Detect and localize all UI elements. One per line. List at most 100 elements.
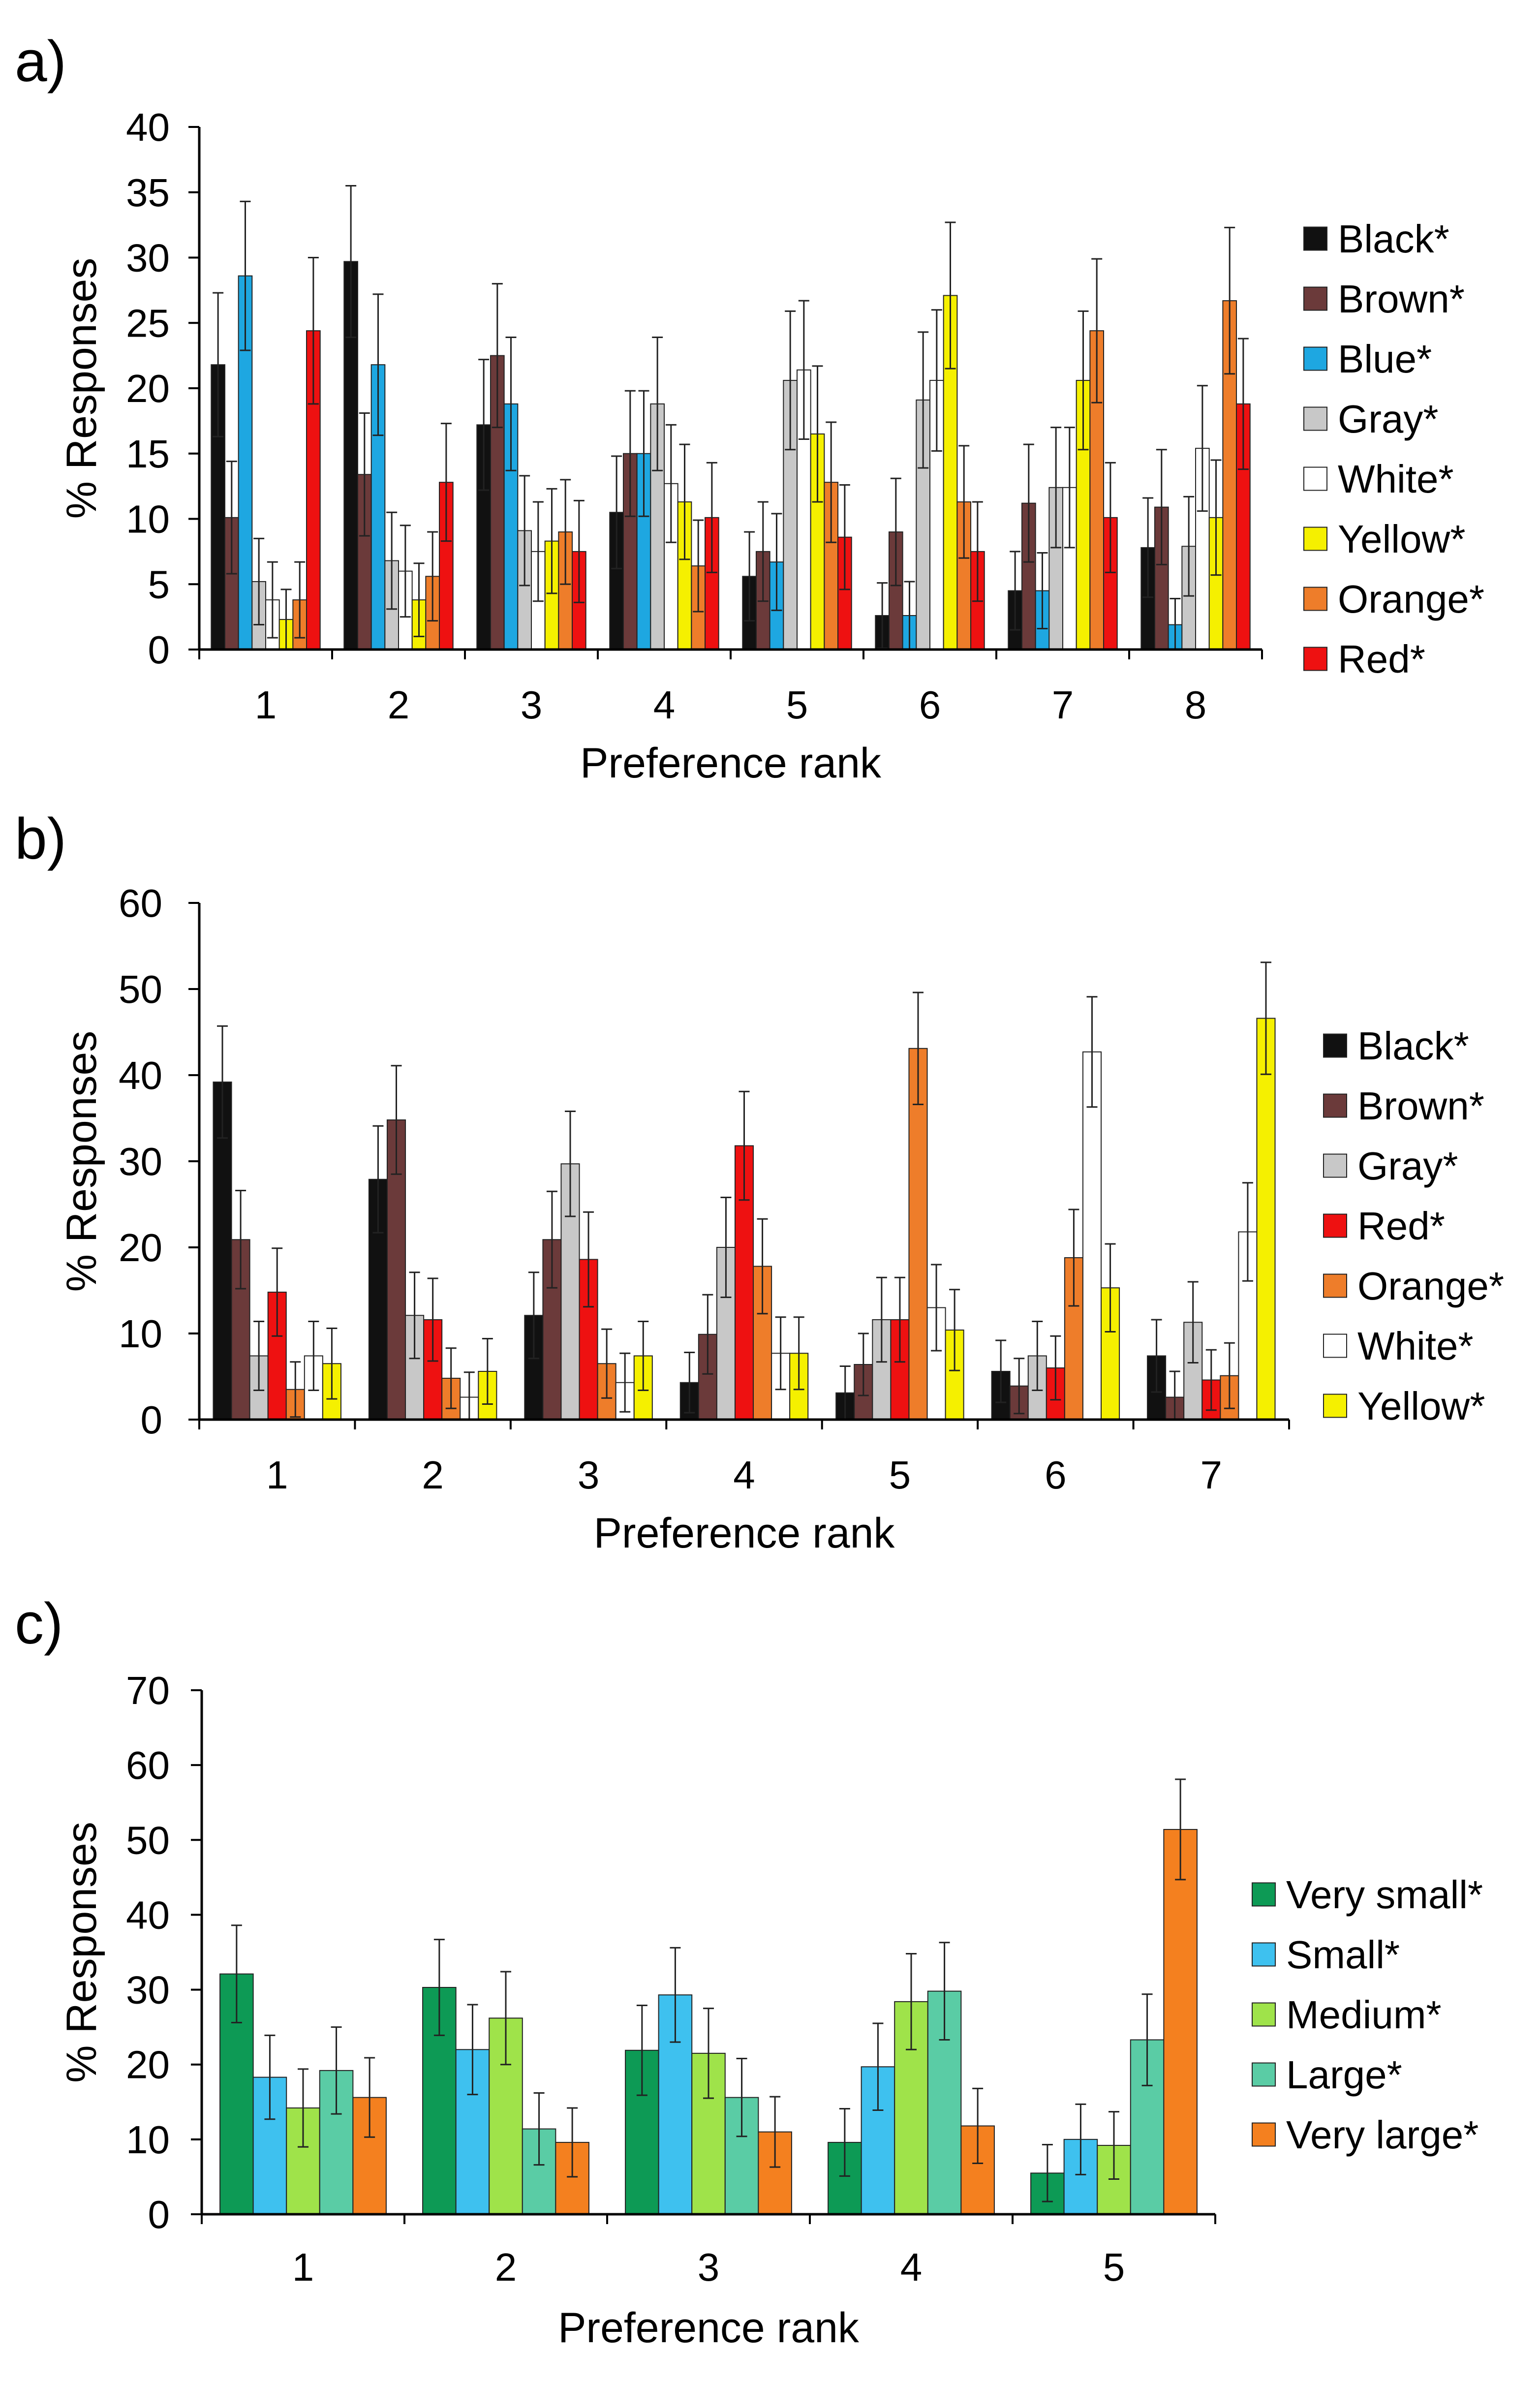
panel-label: a)	[15, 29, 66, 94]
legend-swatch	[1303, 226, 1327, 251]
y-tick-label: 5	[148, 562, 170, 606]
legend-label: White*	[1338, 457, 1454, 501]
error-bar	[1151, 1319, 1162, 1393]
error-bar	[798, 300, 809, 440]
error-bar	[1141, 1993, 1153, 2086]
error-bar	[427, 1277, 438, 1362]
error-bar	[1237, 338, 1249, 470]
error-bar	[440, 423, 452, 542]
error-bar	[433, 1939, 445, 2036]
y-tick-label: 20	[119, 1226, 162, 1270]
error-bar	[567, 2107, 578, 2178]
legend-swatch	[1303, 647, 1327, 671]
legend-swatch	[1323, 1213, 1347, 1238]
error-bar	[217, 1025, 228, 1139]
error-bar	[294, 561, 306, 639]
error-bar	[858, 1332, 869, 1396]
error-bar	[972, 2087, 984, 2165]
error-bar	[298, 2068, 308, 2148]
legend-swatch	[1252, 2062, 1276, 2087]
error-bar	[1187, 1281, 1199, 1363]
error-bar	[573, 499, 585, 603]
legend-swatch	[1252, 1942, 1276, 1967]
y-tick-label: 30	[119, 1140, 162, 1183]
error-bar	[876, 1276, 887, 1363]
error-bar	[1037, 552, 1048, 630]
bar-yellow-rank-7	[1256, 1018, 1276, 1420]
legend-swatch	[1303, 466, 1327, 491]
legend-label: Very small*	[1286, 1873, 1483, 1917]
bar-very-large-rank-5	[1163, 1828, 1198, 2215]
legend-swatch	[1323, 1394, 1347, 1418]
y-tick-label: 70	[126, 1669, 170, 1712]
x-tick-label: 4	[653, 683, 676, 727]
error-bar	[601, 1328, 613, 1399]
x-tick-label: 8	[1185, 683, 1207, 727]
x-tick-label: 2	[495, 2245, 517, 2289]
error-bar	[308, 257, 319, 405]
error-bar	[532, 501, 544, 602]
error-bar	[1224, 226, 1235, 375]
error-bar	[1183, 496, 1195, 597]
error-bar	[1014, 1358, 1025, 1415]
panel-label: b)	[15, 806, 66, 871]
legend-swatch	[1303, 286, 1327, 311]
error-bar	[326, 1328, 338, 1400]
legend: Black* Brown* Gray* Red* Orange* White* Yellow…	[1323, 1024, 1504, 1428]
error-bar	[1032, 1321, 1043, 1391]
legend-swatch	[1323, 1273, 1347, 1298]
error-bar	[785, 310, 796, 451]
legend-label: Blue*	[1338, 337, 1432, 381]
bar-orange-rank-5	[908, 1048, 928, 1420]
error-bar	[372, 1125, 384, 1234]
error-bar	[1197, 385, 1208, 512]
error-bar	[1156, 449, 1167, 565]
error-bar	[931, 1264, 942, 1352]
y-tick-label: 40	[126, 1893, 170, 1937]
x-tick-label: 2	[388, 683, 410, 727]
error-bar	[213, 292, 224, 437]
error-bar	[624, 390, 636, 517]
error-bar	[1091, 258, 1103, 403]
legend-label: Yellow*	[1338, 517, 1465, 561]
legend-swatch	[1323, 1033, 1347, 1058]
y-tick-label: 0	[148, 628, 170, 672]
error-bar	[931, 309, 942, 452]
legend-swatch	[1323, 1333, 1347, 1358]
x-tick-label: 1	[266, 1453, 288, 1497]
error-bar	[505, 336, 517, 471]
error-bar	[619, 1352, 631, 1413]
error-bar	[546, 1190, 557, 1289]
error-bar	[872, 2022, 884, 2111]
error-bar	[267, 561, 278, 639]
error-bar	[492, 283, 503, 429]
error-bar	[995, 1339, 1007, 1403]
error-bar	[231, 1924, 242, 2024]
y-tick-label: 0	[141, 1398, 163, 1442]
error-bar	[1224, 1342, 1235, 1409]
error-bar	[744, 531, 755, 622]
error-bar	[253, 1321, 265, 1391]
error-bar	[638, 390, 649, 517]
legend-label: Black*	[1338, 217, 1449, 261]
error-bar	[364, 2057, 375, 2138]
y-tick-label: 60	[119, 881, 162, 925]
error-bar	[1109, 2111, 1119, 2180]
error-bar	[757, 501, 769, 602]
bar-white-rank-6	[1082, 1051, 1102, 1420]
legend-swatch	[1323, 1093, 1347, 1118]
legend-label: Small*	[1286, 1933, 1400, 1977]
error-bar	[359, 412, 370, 537]
error-bar	[912, 991, 924, 1105]
chart-panel-a: a) 0 5 10 15 20 25 30 35 40 % Responses 1 2 3 4 5 6 7 8 Pre…	[15, 29, 1484, 787]
error-bar	[890, 477, 901, 587]
error-bar	[445, 1347, 457, 1409]
bar-medium-rank-2	[489, 2017, 523, 2215]
error-bar	[409, 1271, 420, 1360]
y-tick-label: 15	[126, 432, 170, 476]
error-bar	[1064, 427, 1075, 549]
error-bar	[679, 443, 690, 560]
y-tick-label: 50	[119, 967, 162, 1011]
chart-panel-b: b) 0 10 20 30 40 50 60 % Responses 1 2 3 4 5 6 7 Prefere…	[15, 806, 1504, 1557]
